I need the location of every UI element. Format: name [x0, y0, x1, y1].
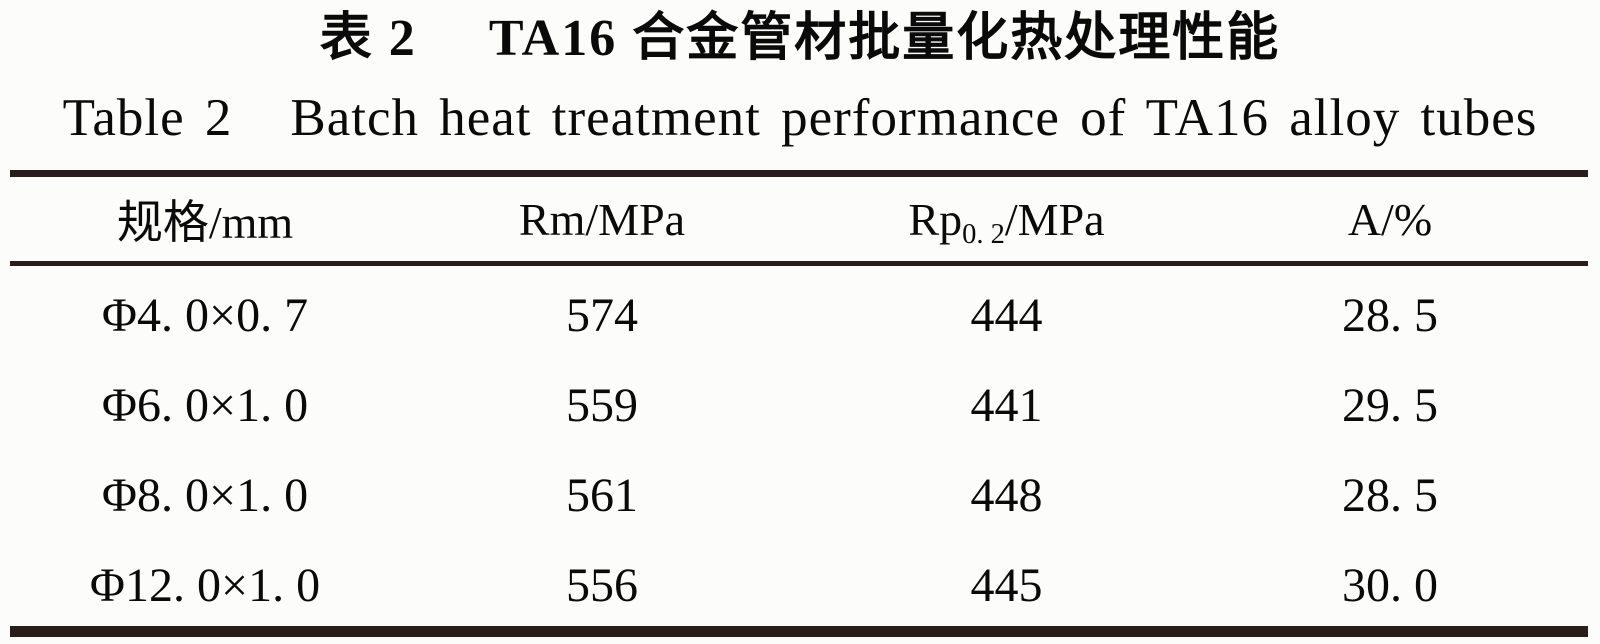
column-header-rm: Rm/MPa: [518, 193, 686, 245]
rm-cell: 561: [566, 468, 638, 522]
rm-cell: 559: [566, 378, 638, 432]
spec-cell: Φ6. 0×1. 0: [101, 378, 309, 432]
table-header-row: 规格/mm Rm/MPa Rp0. 2/MPa A/%: [0, 177, 1600, 261]
table-row: Φ6. 0×1. 0 559 441 29. 5: [0, 360, 1600, 450]
elongation-cell: 28. 5: [1342, 468, 1438, 522]
table-top-rule: [10, 170, 1588, 177]
elongation-cell: 30. 0: [1342, 558, 1438, 612]
rp-label-prefix: Rp: [908, 193, 963, 245]
rp-cell: 444: [970, 288, 1043, 342]
table-row: Φ12. 0×1. 0 556 445 30. 0: [0, 540, 1600, 630]
table-header-separator-rule: [10, 261, 1588, 266]
table-caption-chinese: 表 2 TA16 合金管材批量化热处理性能: [0, 2, 1600, 76]
rp-label-suffix: /MPa: [1004, 193, 1105, 245]
spec-cell: Φ8. 0×1. 0: [101, 468, 309, 522]
rp-label-subscript: 0. 2: [962, 218, 1005, 250]
spec-cell: Φ4. 0×0. 7: [101, 288, 309, 342]
table-title-english: Batch heat treatment performance of TA16…: [290, 89, 1538, 147]
rm-cell: 574: [566, 288, 638, 342]
table-row: Φ8. 0×1. 0 561 448 28. 5: [0, 450, 1600, 540]
table-body: Φ4. 0×0. 7 574 444 28. 5 Φ6. 0×1. 0 559 …: [0, 266, 1600, 626]
table-number-chinese: 表 2: [319, 10, 417, 67]
spec-cell: Φ12. 0×1. 0: [89, 558, 321, 612]
rp-cell: 448: [970, 468, 1043, 522]
table-number-english: Table 2: [62, 89, 233, 147]
table-row: Φ4. 0×0. 7 574 444 28. 5: [0, 270, 1600, 360]
table-title-chinese: TA16 合金管材批量化热处理性能: [488, 10, 1281, 67]
column-header-elongation: A/%: [1347, 193, 1433, 245]
elongation-cell: 28. 5: [1342, 288, 1438, 342]
rm-cell: 556: [566, 558, 638, 612]
table-caption-english: Table 2 Batch heat treatment performance …: [0, 84, 1600, 152]
column-header-spec: 规格/mm: [116, 197, 294, 248]
column-header-rp: Rp0. 2/MPa: [794, 193, 1219, 250]
rp-cell: 445: [970, 558, 1043, 612]
rp-cell: 441: [970, 378, 1043, 432]
elongation-cell: 29. 5: [1342, 378, 1438, 432]
table-bottom-rule: [10, 626, 1588, 637]
